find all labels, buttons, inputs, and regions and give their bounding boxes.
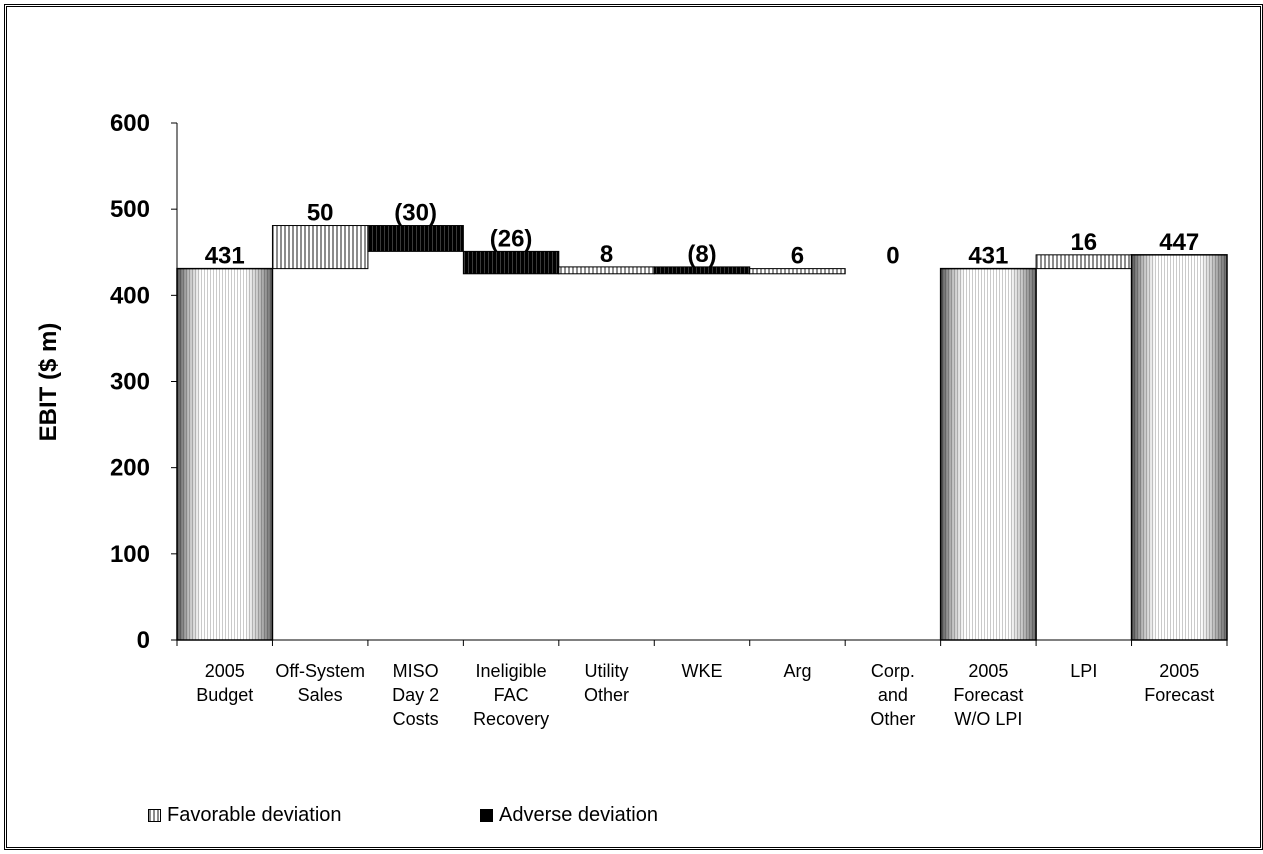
category-label: Arg [783, 661, 811, 681]
data-label: (30) [394, 200, 437, 227]
data-labels: 431 50 (30) (26) 8 (8) 6 0 431 16 447 [205, 200, 1200, 270]
category-labels: 2005 Budget Off-System Sales MISO Day 2 Costs I… [196, 661, 1214, 729]
legend-label-adverse: Adverse deviation [499, 804, 658, 826]
category-label: Ineligible FAC Recovery [473, 661, 549, 729]
legend-item-favorable: Favorable deviation [148, 804, 342, 827]
bar-favorable [1035, 254, 1133, 270]
bar-favorable [558, 266, 655, 275]
category-label: 2005 Budget [196, 661, 253, 705]
adverse-swatch [480, 809, 493, 822]
category-label: LPI [1070, 661, 1097, 681]
category-label: 2005 Forecast W/O LPI [953, 661, 1023, 729]
y-tick-label: 400 [110, 282, 150, 309]
bar-total-texture [940, 268, 1037, 640]
category-label: Utility Other [584, 661, 629, 705]
legend-item-adverse: Adverse deviation [480, 804, 658, 827]
bar-total-texture [177, 268, 273, 640]
bars [176, 225, 1228, 641]
bar-adverse [367, 225, 464, 252]
y-tick-label: 200 [110, 455, 150, 482]
y-tick-label: 100 [110, 541, 150, 568]
bar-adverse [653, 266, 751, 275]
y-tick-label: 0 [137, 627, 150, 654]
category-label: MISO Day 2 Costs [392, 661, 439, 729]
bar-favorable [749, 268, 846, 275]
bar-favorable [271, 225, 369, 270]
data-label: 50 [307, 200, 334, 227]
y-tick-label: 600 [110, 110, 150, 137]
data-label: 431 [968, 243, 1008, 270]
y-tick-label: 300 [110, 369, 150, 396]
data-label: 16 [1070, 229, 1097, 256]
category-label: Corp. and Other [870, 661, 915, 729]
category-label: 2005 Forecast [1144, 661, 1214, 705]
legend-label-favorable: Favorable deviation [167, 804, 342, 826]
data-label: (26) [490, 225, 533, 252]
y-tick-label: 500 [110, 196, 150, 223]
bar-adverse [462, 250, 560, 275]
bar-total-texture [1131, 254, 1227, 640]
category-label: WKE [681, 661, 722, 681]
data-label: 8 [600, 241, 613, 268]
category-label: Off-System Sales [275, 661, 365, 705]
data-label: 431 [205, 243, 245, 270]
data-label: 447 [1159, 229, 1199, 256]
y-axis-label: EBIT ($ m) [35, 323, 62, 442]
data-label: 0 [886, 243, 899, 270]
data-label: (8) [687, 241, 716, 268]
data-label: 6 [791, 243, 804, 270]
favorable-swatch [148, 809, 161, 822]
